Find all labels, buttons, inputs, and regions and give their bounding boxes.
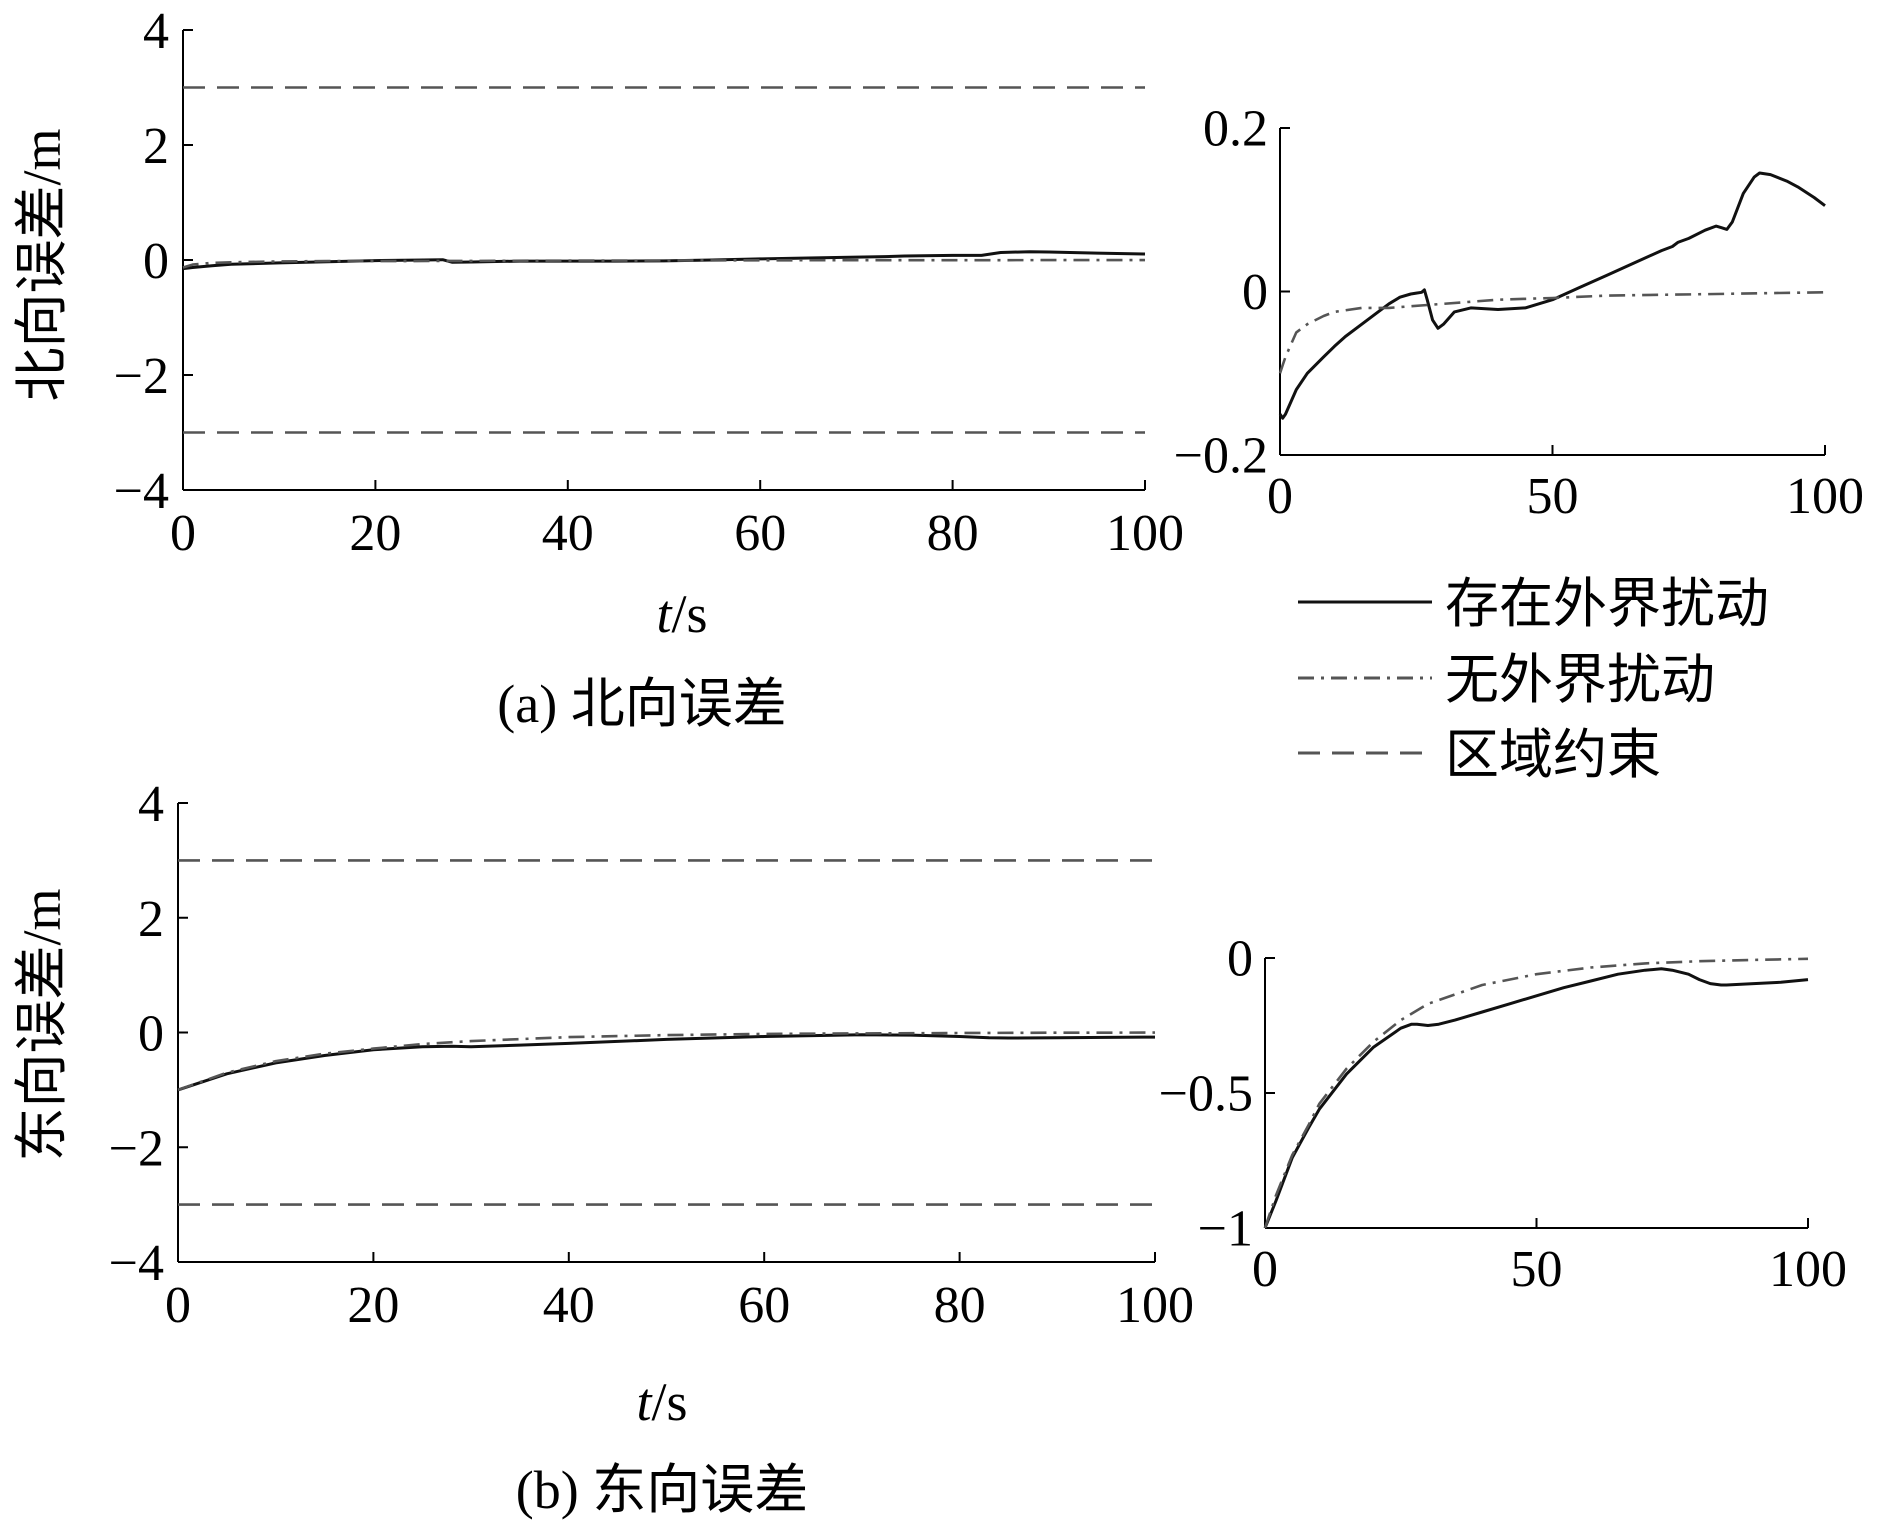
north-main-y-tick-label: 0 — [143, 233, 169, 290]
north-xlabel: t/s — [656, 584, 707, 644]
north-zoom-x-tick-label: 0 — [1267, 468, 1293, 525]
east-main-x-tick-label: 20 — [347, 1277, 399, 1334]
north-ylabel: 北向误差/m — [12, 128, 72, 401]
east-zoom-series-dashdot-line — [1263, 957, 1809, 1229]
north-main-y-tick-label: −2 — [114, 348, 169, 405]
east-zoom-x-tick-label: 100 — [1769, 1241, 1847, 1298]
north-main-y-tick-label: 4 — [143, 3, 169, 60]
legend-label-disturbed: 存在外界扰动 — [1445, 574, 1769, 634]
east-zoom-y-tick-label: −0.5 — [1159, 1066, 1253, 1123]
north-zoom-y-tick-label: 0 — [1242, 264, 1268, 321]
north-zoom-y-tick-label: 0.2 — [1203, 101, 1268, 158]
east-main-y-tick-label: 0 — [138, 1006, 164, 1063]
north-zoom-x-tick-label: 100 — [1786, 468, 1864, 525]
north-main-x-tick-label: 100 — [1106, 505, 1184, 562]
north-error-zoom-chart: 0 50 100−0.200.2 — [1174, 101, 1864, 526]
legend: 存在外界扰动 无外界扰动 区域约束 — [1298, 574, 1769, 785]
east-zoom-x-tick-label: 0 — [1252, 1241, 1278, 1298]
north-main-x-tick-label: 0 — [170, 505, 196, 562]
east-main-x-tick-label: 60 — [738, 1277, 790, 1334]
north-main-x-tick-label: 40 — [542, 505, 594, 562]
legend-label-undisturbed: 无外界扰动 — [1445, 650, 1715, 710]
north-zoom-series-solid-line — [1278, 171, 1826, 420]
east-main-y-tick-label: −4 — [109, 1235, 164, 1292]
east-error-main-chart: 0 20 40 60 80 100 −4 −2 0 2 4 东向误差/m t/s (b) 东向误差 — [12, 776, 1194, 1520]
north-caption: (a) 北向误差 — [497, 674, 786, 734]
north-zoom-series-dashdot-line — [1278, 291, 1826, 374]
east-zoom-y-tick-label: −1 — [1198, 1201, 1253, 1258]
east-zoom-y-tick-label: 0 — [1227, 931, 1253, 988]
east-main-series-solid-line — [177, 1033, 1156, 1092]
north-main-series-dashdot-line — [182, 258, 1145, 269]
north-zoom-y-tick-label: −0.2 — [1174, 428, 1268, 485]
north-main-y-tick-label: 2 — [143, 118, 169, 175]
east-ylabel: 东向误差/m — [12, 888, 72, 1161]
east-main-x-tick-label: 40 — [543, 1277, 595, 1334]
east-main-y-tick-label: 4 — [138, 776, 164, 833]
east-main-y-tick-label: 2 — [138, 891, 164, 948]
north-main-x-tick-label: 60 — [734, 505, 786, 562]
east-main-x-tick-label: 100 — [1116, 1277, 1194, 1334]
legend-label-constraint: 区域约束 — [1445, 725, 1661, 785]
east-xlabel: t/s — [636, 1372, 687, 1432]
north-main-y-tick-label: −4 — [114, 463, 169, 520]
east-main-x-tick-label: 80 — [934, 1277, 986, 1334]
north-main-x-tick-label: 20 — [349, 505, 401, 562]
north-error-main-chart: 0 20 40 60 80 100 −4 −2 0 2 4 北向误差/m t/s (a) 北向误差 — [12, 3, 1184, 734]
east-zoom-x-tick-label: 50 — [1511, 1241, 1563, 1298]
north-zoom-x-tick-label: 50 — [1527, 468, 1579, 525]
north-main-x-tick-label: 80 — [927, 505, 979, 562]
east-error-zoom-chart: 0 50 100 −1 −0.5 0 — [1159, 931, 1847, 1299]
east-caption: (b) 东向误差 — [516, 1460, 808, 1520]
east-zoom-series-solid-line — [1263, 967, 1809, 1229]
north-main-series-solid-line — [182, 250, 1146, 271]
east-main-series-dashdot-line — [177, 1031, 1156, 1092]
east-main-y-tick-label: −2 — [109, 1120, 164, 1177]
east-main-x-tick-label: 0 — [165, 1277, 191, 1334]
